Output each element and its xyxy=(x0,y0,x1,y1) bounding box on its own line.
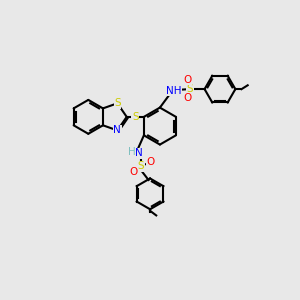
Text: NH: NH xyxy=(166,86,182,96)
Text: S: S xyxy=(132,112,139,122)
Text: S: S xyxy=(187,84,193,94)
Text: H: H xyxy=(128,147,136,157)
Text: O: O xyxy=(129,167,137,177)
Text: S: S xyxy=(114,98,121,108)
Text: O: O xyxy=(184,93,192,103)
Text: N: N xyxy=(135,148,143,158)
Text: O: O xyxy=(184,75,192,85)
Text: O: O xyxy=(147,157,155,167)
Text: S: S xyxy=(137,161,144,171)
Text: N: N xyxy=(113,125,121,135)
